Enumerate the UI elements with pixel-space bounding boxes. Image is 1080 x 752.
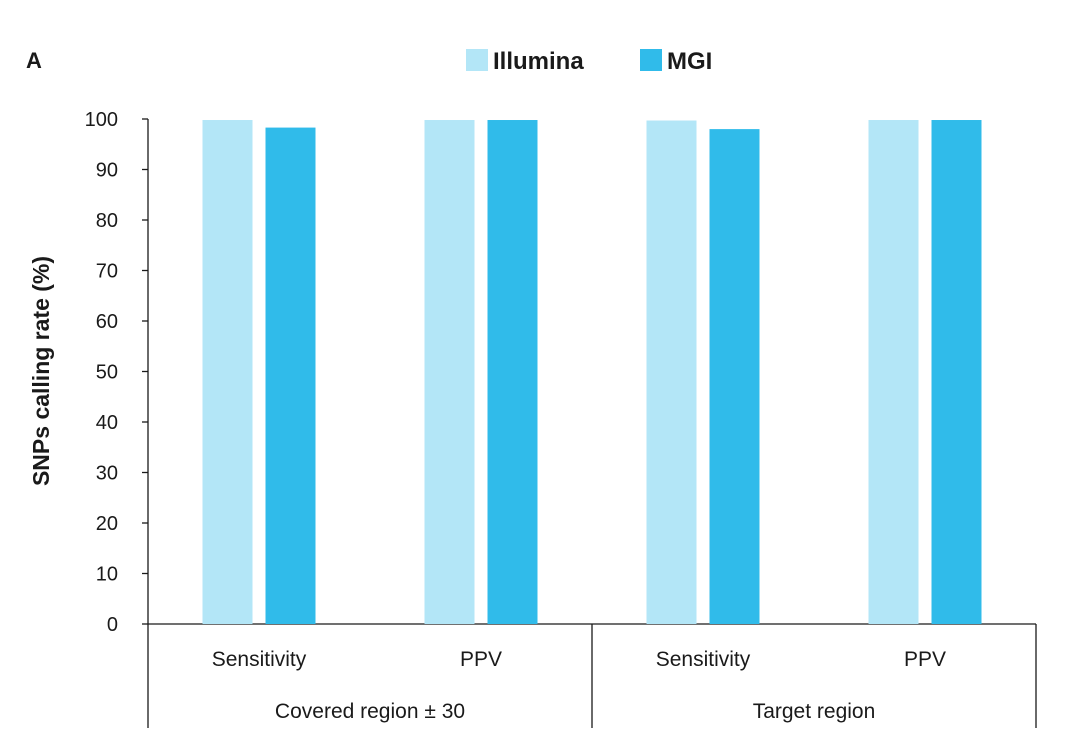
legend-swatch-mgi <box>640 49 662 71</box>
y-tick-label: 80 <box>96 210 118 232</box>
legend-label-mgi: MGI <box>667 48 712 75</box>
y-tick-label: 10 <box>96 564 118 586</box>
bar-illumina-0 <box>202 120 253 624</box>
bar-mgi-2 <box>709 129 760 624</box>
legend-swatch-illumina <box>466 49 488 71</box>
bars <box>202 120 982 625</box>
x-group-label: Covered region ± 30 <box>275 700 465 723</box>
x-labels: Sensitivity PPV Sensitivity PPV Covered regi… <box>212 648 946 723</box>
bar-illumina-1 <box>424 120 475 624</box>
y-tick-label: 50 <box>96 362 118 384</box>
y-tick-label: 70 <box>96 261 118 283</box>
bar-mgi-1 <box>487 120 538 624</box>
bar-mgi-0 <box>265 127 316 625</box>
y-tick-label: 40 <box>96 412 118 434</box>
x-category-label: Sensitivity <box>656 648 751 671</box>
y-tick-label: 30 <box>96 463 118 485</box>
y-tick-label: 20 <box>96 513 118 535</box>
legend-label-illumina: Illumina <box>493 48 584 75</box>
bar-illumina-2 <box>646 120 697 624</box>
bar-mgi-3 <box>931 120 982 624</box>
y-axis-label: SNPs calling rate (%) <box>28 256 54 486</box>
y-tick-label: 100 <box>85 109 118 131</box>
x-category-label: PPV <box>460 648 502 671</box>
y-tick-label: 60 <box>96 311 118 333</box>
y-ticks: 0 10 20 30 40 50 60 70 80 90 100 <box>85 109 148 636</box>
panel-label: A <box>26 48 42 73</box>
x-group-label: Target region <box>753 700 876 723</box>
y-tick-label: 0 <box>107 614 118 636</box>
y-tick-label: 90 <box>96 160 118 182</box>
x-category-label: Sensitivity <box>212 648 307 671</box>
bar-illumina-3 <box>868 120 919 624</box>
x-category-label: PPV <box>904 648 946 671</box>
legend: Illumina MGI <box>466 48 712 75</box>
